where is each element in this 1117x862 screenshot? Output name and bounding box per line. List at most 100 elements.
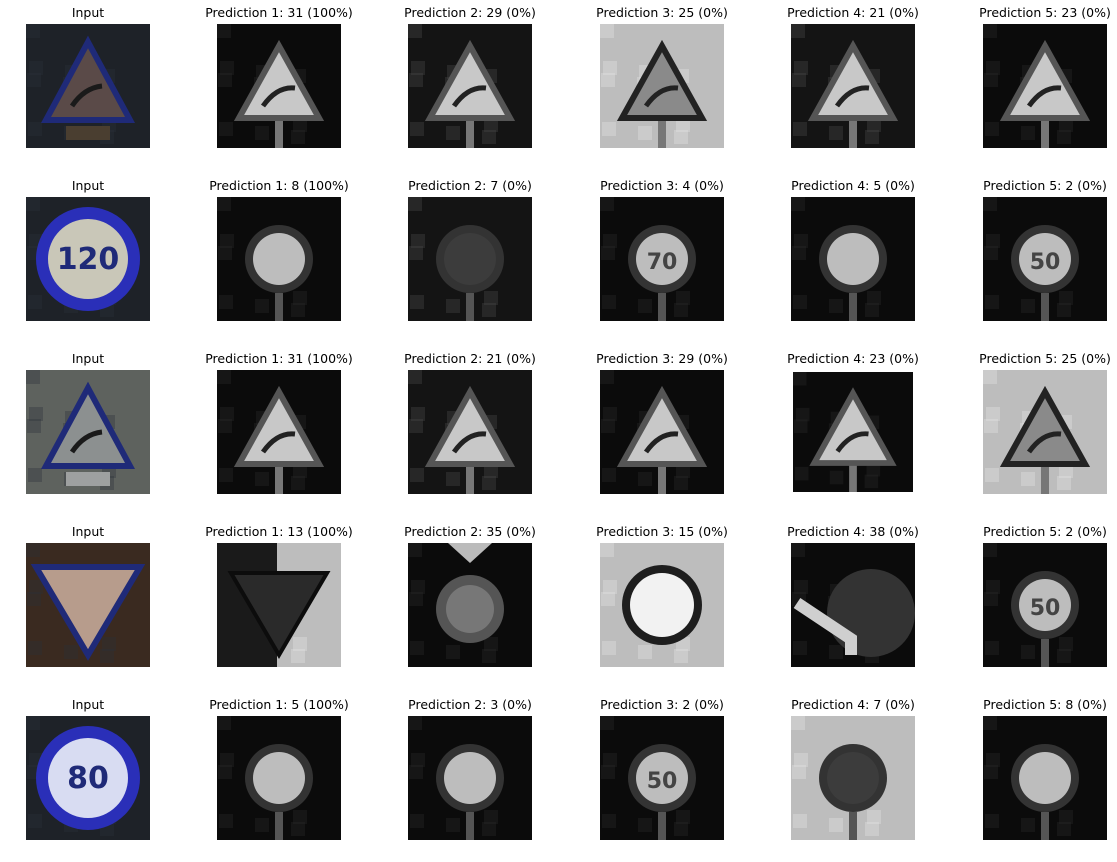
- prediction-cell: Prediction 1: 5 (100%): [194, 695, 364, 845]
- prediction-title: Prediction 3: 4 (0%): [600, 178, 724, 193]
- noise-block: [219, 468, 233, 482]
- noise-block: [26, 716, 40, 730]
- sign-post: [1041, 120, 1049, 148]
- sign-post: [275, 812, 283, 840]
- prediction-cell: Prediction 1: 31 (100%): [194, 3, 364, 153]
- noise-block: [408, 370, 422, 384]
- noise-block: [1059, 291, 1073, 305]
- prediction-title: Prediction 2: 29 (0%): [404, 5, 536, 20]
- noise-block: [865, 822, 879, 836]
- noise-block: [867, 291, 881, 305]
- warning-triangle-icon: [807, 39, 899, 121]
- input-title: Input: [71, 5, 105, 20]
- noise-block: [985, 468, 999, 482]
- prediction-image: [408, 197, 532, 321]
- noise-block: [829, 645, 843, 659]
- speed-sign-face: [48, 219, 128, 299]
- prediction-title: Prediction 2: 3 (0%): [408, 697, 532, 712]
- prediction-cell: Prediction 2: 7 (0%): [385, 176, 555, 326]
- noise-block: [219, 814, 233, 828]
- speed-sign-face: [48, 738, 128, 818]
- noise-block: [220, 61, 234, 75]
- noise-block: [28, 468, 42, 482]
- noise-block: [638, 818, 652, 832]
- sign-post: [466, 120, 474, 148]
- noise-block: [791, 24, 805, 38]
- noise-block: [484, 291, 498, 305]
- noise-block: [600, 197, 614, 211]
- noise-block: [1057, 130, 1071, 144]
- noise-block: [676, 810, 690, 824]
- prediction-image: [791, 197, 915, 321]
- input-cell: Input: [3, 349, 173, 499]
- yield-triangle-icon: [30, 564, 146, 661]
- input-title: Input: [71, 351, 105, 366]
- noise-block: [794, 580, 808, 594]
- noise-block: [829, 126, 843, 140]
- input-title: Input: [71, 697, 105, 712]
- noise-block: [482, 303, 496, 317]
- input-cell: Input: [3, 522, 173, 672]
- input-image: [26, 370, 150, 494]
- noise-block: [1059, 637, 1073, 651]
- noise-block: [600, 24, 614, 38]
- noise-block: [600, 716, 614, 730]
- noise-block: [482, 130, 496, 144]
- prediction-image: [983, 370, 1107, 494]
- prediction-title: Prediction 1: 31 (100%): [205, 5, 353, 20]
- prediction-image: [217, 24, 341, 148]
- speed-limit-value: 80: [67, 761, 109, 796]
- noise-block: [291, 303, 305, 317]
- speed-limit-value: 50: [1030, 250, 1061, 275]
- warning-triangle-icon: [40, 35, 136, 123]
- noise-block: [218, 419, 232, 433]
- noise-block: [674, 649, 688, 663]
- noise-block: [1021, 126, 1035, 140]
- prediction-cell: Prediction 2: 35 (0%): [385, 522, 555, 672]
- noise-block: [676, 464, 690, 478]
- noise-block: [602, 641, 616, 655]
- warning-triangle-icon: [999, 385, 1091, 467]
- warning-triangle-icon: [616, 39, 708, 121]
- noise-block: [864, 474, 879, 489]
- warning-triangle-icon: [616, 385, 708, 467]
- prediction-image: [600, 543, 724, 667]
- noise-block: [100, 649, 114, 663]
- prediction-cell: Prediction 2: 3 (0%): [385, 695, 555, 845]
- noise-block: [408, 543, 422, 557]
- speed-limit-value: 50: [1030, 596, 1061, 621]
- prediction-title: Prediction 4: 21 (0%): [787, 5, 919, 20]
- noise-block: [220, 234, 234, 248]
- noise-block: [600, 370, 614, 384]
- noise-block: [791, 543, 805, 557]
- noise-block: [983, 370, 997, 384]
- prediction-title: Prediction 4: 38 (0%): [787, 524, 919, 539]
- warning-triangle-icon: [809, 387, 897, 466]
- prediction-title: Prediction 3: 29 (0%): [596, 351, 728, 366]
- noise-block: [411, 61, 425, 75]
- no-vehicle-face: [630, 573, 694, 637]
- noise-block: [674, 303, 688, 317]
- noise-block: [676, 291, 690, 305]
- prediction-image: [217, 370, 341, 494]
- prediction-image: 50: [983, 197, 1107, 321]
- noise-block: [638, 645, 652, 659]
- prediction-image: [791, 24, 915, 148]
- prediction-image: 70: [600, 197, 724, 321]
- input-cell: Input 80: [3, 695, 173, 845]
- noise-block: [29, 61, 43, 75]
- noise-block: [1059, 118, 1073, 132]
- noise-block: [603, 61, 617, 75]
- noise-block: [791, 197, 805, 211]
- arrow-icon: [793, 598, 857, 655]
- noise-block: [410, 814, 424, 828]
- noise-block: [411, 407, 425, 421]
- noise-block: [986, 234, 1000, 248]
- noise-block: [484, 810, 498, 824]
- noise-block: [985, 122, 999, 136]
- noise-block: [293, 464, 307, 478]
- prediction-title: Prediction 5: 8 (0%): [983, 697, 1107, 712]
- prediction-title: Prediction 5: 2 (0%): [983, 524, 1107, 539]
- noise-block: [220, 753, 234, 767]
